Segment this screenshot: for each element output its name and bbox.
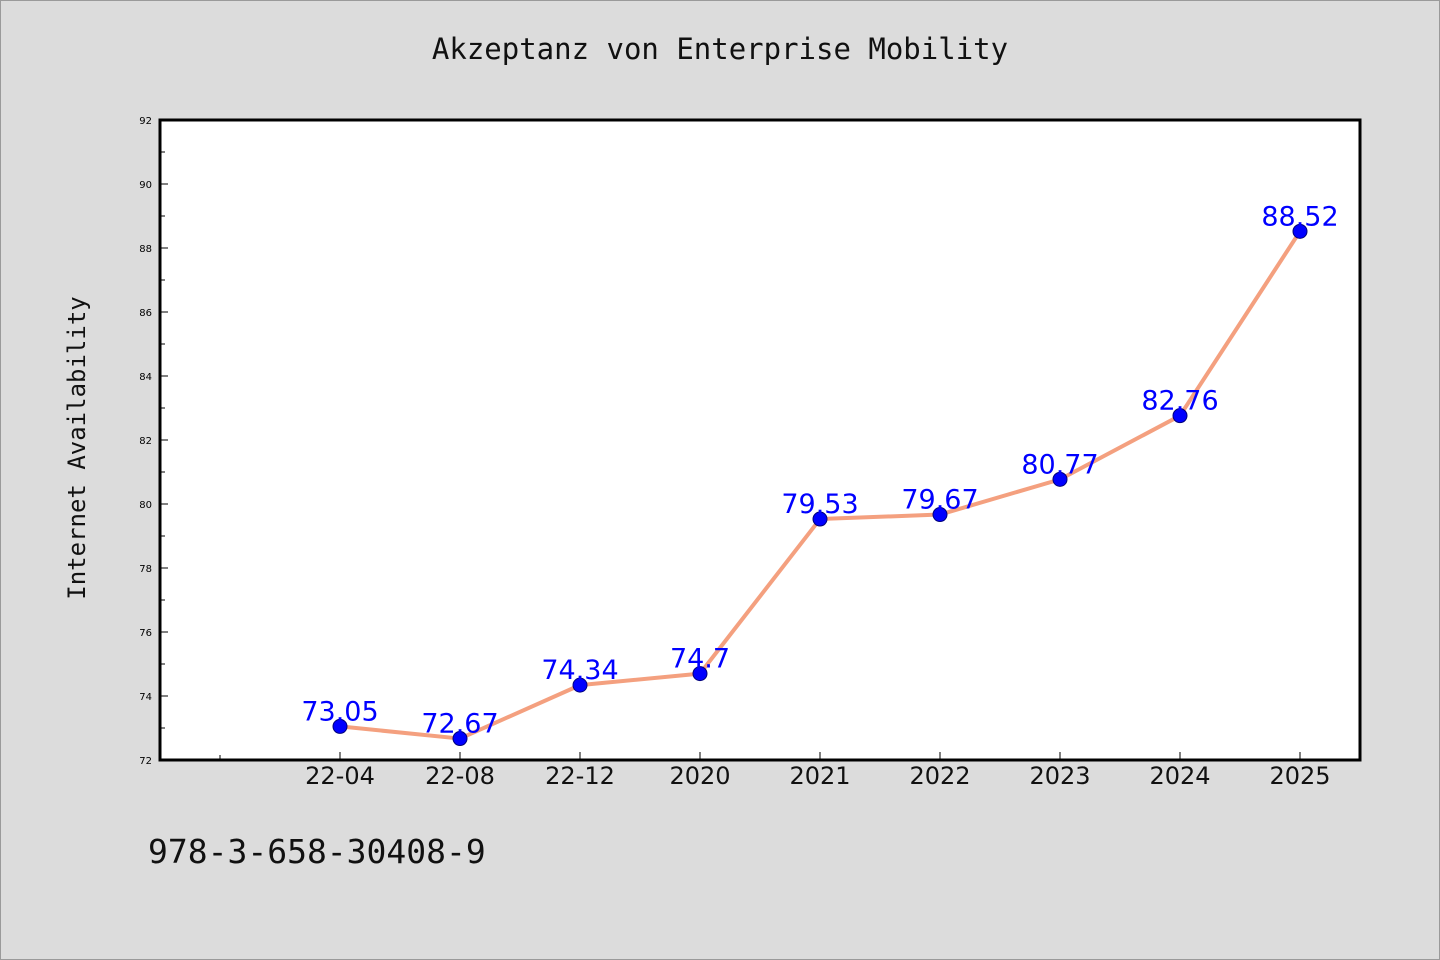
chart-title: Akzeptanz von Enterprise Mobility bbox=[431, 32, 1009, 66]
x-tick-label: 2020 bbox=[669, 762, 730, 790]
y-tick-label: 80 bbox=[139, 500, 152, 511]
data-point bbox=[812, 511, 828, 527]
y-tick-label: 82 bbox=[139, 436, 152, 447]
x-tick-label: 2023 bbox=[1029, 762, 1090, 790]
y-tick-label: 90 bbox=[139, 180, 152, 191]
plot-area bbox=[158, 118, 1362, 762]
x-tick-label: 22-08 bbox=[425, 762, 495, 790]
data-label: 79.67 bbox=[901, 485, 978, 516]
y-tick-label: 86 bbox=[139, 308, 152, 319]
x-tick-label: 22-12 bbox=[545, 762, 615, 790]
y-tick-label: 88 bbox=[139, 244, 152, 255]
data-point bbox=[572, 677, 588, 693]
data-point bbox=[932, 507, 948, 523]
data-label: 74.34 bbox=[541, 655, 618, 686]
series-layer: 73.05 72.67 74.34 74.7 79.53 79.67 80.77 82.76 8… bbox=[301, 201, 1339, 747]
data-label: 72.67 bbox=[421, 709, 498, 740]
data-label: 73.05 bbox=[301, 696, 378, 727]
data-label: 88.52 bbox=[1261, 201, 1338, 232]
y-tick-label: 84 bbox=[139, 372, 152, 383]
y-tick-label: 92 bbox=[139, 116, 152, 127]
footer-identifier: 978-3-658-30408-9 bbox=[148, 832, 486, 871]
y-tick-label: 74 bbox=[139, 692, 152, 703]
data-point bbox=[1052, 471, 1068, 487]
x-tick-label: 22-04 bbox=[305, 762, 375, 790]
y-axis: 72 74 76 78 80 82 84 86 88 90 92 bbox=[139, 116, 168, 767]
data-point bbox=[332, 718, 348, 734]
x-tick-label: 2021 bbox=[789, 762, 850, 790]
data-point bbox=[692, 666, 708, 682]
x-axis: 22-04 22-08 22-12 2020 2021 2022 2023 2024 2025 bbox=[219, 752, 1331, 790]
data-point bbox=[1172, 408, 1188, 424]
y-tick-label: 72 bbox=[139, 756, 152, 767]
x-tick-label: 2022 bbox=[909, 762, 970, 790]
y-tick-label: 78 bbox=[139, 564, 152, 575]
x-tick-label: 2025 bbox=[1269, 762, 1330, 790]
data-label: 82.76 bbox=[1141, 386, 1218, 417]
data-label: 80.77 bbox=[1021, 449, 1098, 480]
y-tick-label: 76 bbox=[139, 628, 152, 639]
x-tick-label: 2024 bbox=[1149, 762, 1210, 790]
data-label: 79.53 bbox=[781, 489, 858, 520]
data-point bbox=[452, 731, 468, 747]
data-point bbox=[1292, 223, 1308, 239]
data-label: 74.7 bbox=[670, 644, 730, 675]
y-axis-label: Internet Availability bbox=[63, 296, 91, 599]
